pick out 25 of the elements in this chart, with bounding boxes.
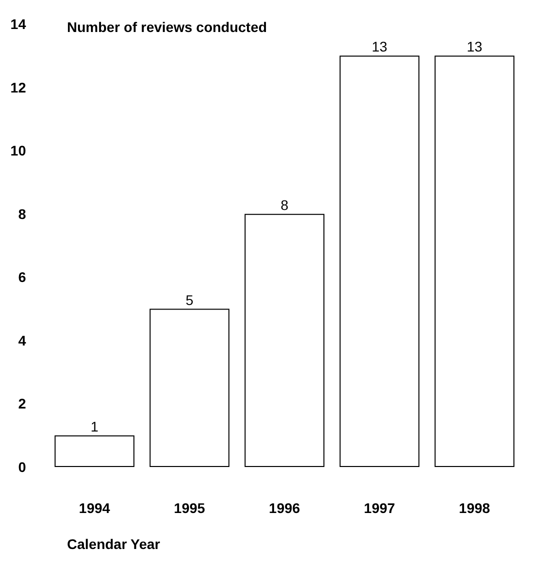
y-tick-label: 2 [18, 396, 26, 412]
data-label: 13 [466, 38, 482, 55]
x-tick-label: 1997 [364, 500, 396, 516]
y-tick-label: 4 [18, 332, 26, 348]
bar [340, 56, 420, 467]
data-label: 1 [90, 418, 99, 434]
data-label: 8 [280, 196, 289, 213]
x-axis-title: Calendar Year [67, 536, 161, 552]
data-label: 13 [372, 38, 388, 55]
x-tick-label: 1998 [458, 500, 490, 516]
data-label: 5 [186, 292, 194, 308]
bar [434, 56, 514, 467]
x-tick-label: 1996 [268, 500, 300, 516]
y-tick-label: 0 [18, 459, 26, 475]
bar [244, 214, 324, 467]
x-tick-label: 1995 [174, 500, 206, 516]
chart-title: Number of reviews conducted [67, 19, 267, 35]
bar [54, 435, 134, 467]
y-tick-label: 14 [10, 16, 26, 32]
y-tick-label: 12 [10, 79, 26, 96]
y-tick-label: 10 [10, 142, 26, 159]
x-tick-label: 1994 [78, 500, 110, 516]
y-tick-label: 8 [18, 206, 26, 222]
y-tick-label: 6 [18, 269, 26, 286]
bar [150, 308, 230, 467]
